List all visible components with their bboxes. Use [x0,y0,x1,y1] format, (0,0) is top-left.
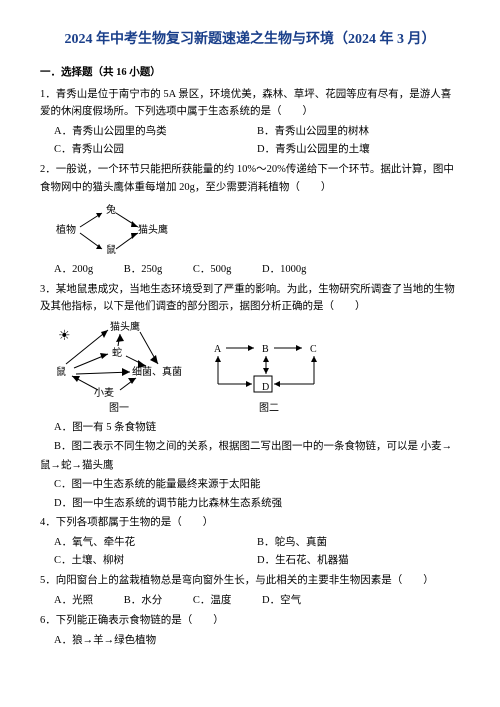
q2-label-plant: 植物 [56,223,76,236]
q3-options-2: C．图一中生态系统的能量最终来源于太阳能 D．图一中生态系统的调节能力比森林生态… [40,476,460,513]
q3-fig2-caption: 图二 [204,400,334,417]
q3-opt-b-cont: 鼠→蛇→猫头鹰 [40,457,460,475]
q1-opt-d: D．青秀山公园里的土壤 [257,141,460,159]
q5-opt-a: A．光照 [54,592,93,610]
q3-label-sun: ☀ [58,329,71,344]
q4-options: A．氧气、牵牛花 B．鸵鸟、真菌 C．土壤、柳树 D．生石花、机器猫 [40,534,460,570]
q6-options: A．狼→羊→绿色植物 [40,632,460,650]
q3-label-owl: 猫头鹰 [110,320,140,333]
q4-opt-d: D．生石花、机器猫 [257,552,460,570]
q1-opt-b: B．青秀山公园里的树林 [257,123,460,141]
exam-page: 2024 年中考生物复习新题速递之生物与环境（2024 年 3 月） 一．选择题… [0,0,500,670]
q2-diagram: 植物 兔 鼠 猫头鹰 [54,201,460,259]
q2-opt-a: A．200g [54,261,93,279]
q1-stem: 1．青秀山是位于南宁市的 5A 景区，环境优美，森林、草坪、花园等应有尽有，是游… [40,86,460,122]
q3-fig2-wrap: A B C D [204,336,334,417]
q3-label-snake: 蛇 [112,346,122,359]
q4-opt-b: B．鸵鸟、真菌 [257,534,460,552]
q3-opt-c: C．图一中生态系统的能量最终来源于太阳能 [54,476,460,494]
q1-opt-a: A．青秀山公园里的鸟类 [54,123,257,141]
q6-opt-a: A．狼→羊→绿色植物 [54,632,460,650]
q2-label-mouse: 鼠 [106,243,116,256]
q3-opt-b: B．图二表示不同生物之间的关系，根据图二写出图一中的一条食物链，可以是 小麦→ [54,438,460,456]
q3-stem: 3．某地鼠患成灾，当地生态环境受到了严重的影响。为此，生物研究所调查了当地的生物… [40,281,460,317]
q3-label-A: A [214,344,222,355]
q5-stem: 5．向阳窗台上的盆栽植物总是弯向窗外生长，与此相关的主要非生物因素是（ ） [40,572,460,590]
q2-opt-d: D．1000g [262,261,306,279]
q2-label-rabbit: 兔 [106,203,116,216]
q3-label-C: C [310,344,317,355]
page-title: 2024 年中考生物复习新题速递之生物与环境（2024 年 3 月） [40,28,460,52]
q3-label-D: D [262,382,269,393]
q4-opt-a: A．氧气、牵牛花 [54,534,257,552]
q3-options: A．图一有 5 条食物链 B．图二表示不同生物之间的关系，根据图二写出图一中的一… [40,419,460,456]
q5-options: A．光照 B．水分 C．温度 D．空气 [40,592,460,610]
q1-opt-c: C．青秀山公园 [54,141,257,159]
q3-opt-a: A．图一有 5 条食物链 [54,419,460,437]
q5-opt-b: B．水分 [124,592,163,610]
q5-opt-c: C．温度 [193,592,232,610]
q2-label-owl: 猫头鹰 [138,223,168,236]
q2-options: A．200g B．250g C．500g D．1000g [40,261,460,279]
q1-options: A．青秀山公园里的鸟类 B．青秀山公园里的树林 C．青秀山公园 D．青秀山公园里… [40,123,460,159]
q3-label-wheat: 小麦 [94,387,114,399]
q2-opt-c: C．500g [193,261,232,279]
q3-fig1-caption: 图一 [54,400,184,417]
q3-label-mouse: 鼠 [56,365,66,378]
q3-diagram: 猫头鹰 蛇 细菌、真菌 鼠 小麦 ☀ [54,320,460,417]
q3-fig1-wrap: 猫头鹰 蛇 细菌、真菌 鼠 小麦 ☀ [54,320,184,417]
q3-label-B: B [262,344,269,355]
q4-stem: 4．下列各项都属于生物的是（ ） [40,514,460,532]
q6-stem: 6．下列能正确表示食物链的是（ ） [40,612,460,630]
q2-stem: 2．一般说，一个环节只能把所获能量的约 10%～20%传递给下一个环节。据此计算… [40,161,460,197]
q2-opt-b: B．250g [124,261,163,279]
q5-opt-d: D．空气 [262,592,301,610]
q4-opt-c: C．土壤、柳树 [54,552,257,570]
q3-opt-d: D．图一中生态系统的调节能力比森林生态系统强 [54,495,460,513]
section-header: 一．选择题（共 16 小题） [40,64,460,82]
